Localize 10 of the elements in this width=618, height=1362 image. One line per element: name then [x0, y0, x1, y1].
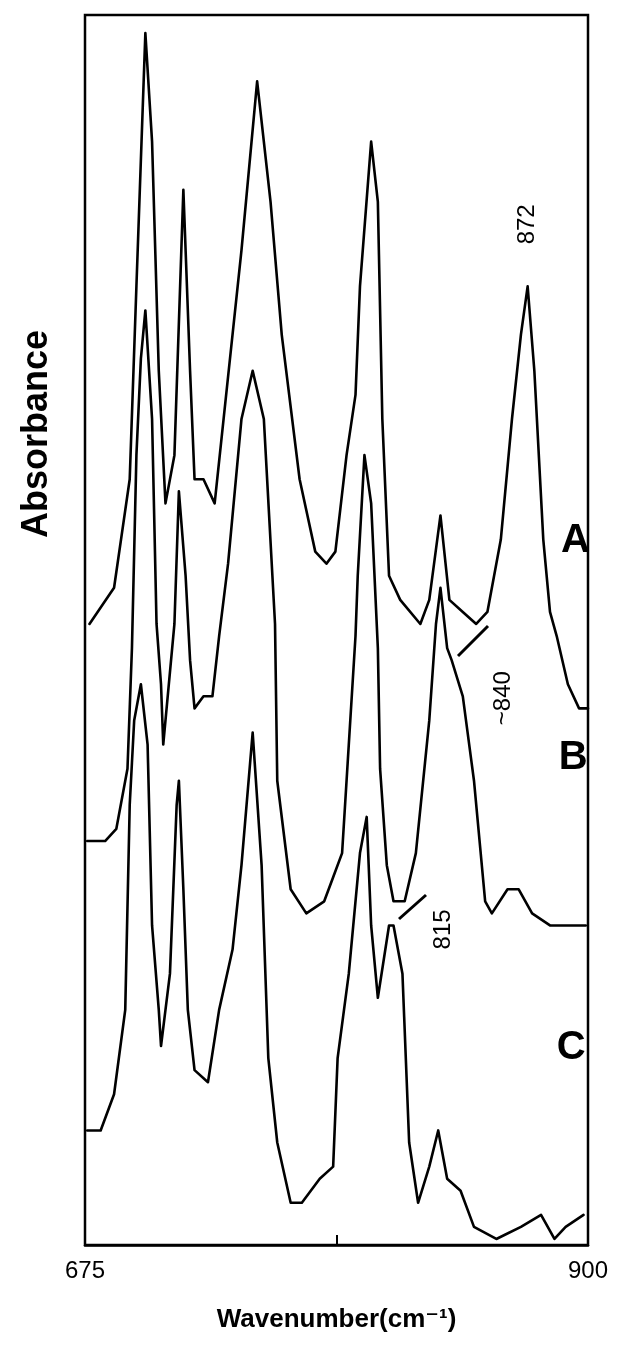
series-label: A	[561, 516, 590, 561]
x-tick-label: 675	[64, 1255, 106, 1283]
annotation: 872	[511, 204, 539, 245]
text: B	[558, 733, 588, 778]
x-tick-label: 900	[567, 1255, 609, 1283]
annotation: 815	[428, 909, 456, 950]
y-axis-title: Absorbance	[13, 329, 55, 539]
x-axis-title: Wavenumber(cm⁻¹)	[216, 1303, 457, 1333]
annotation: ~840	[488, 671, 516, 726]
text: C	[556, 1022, 586, 1067]
